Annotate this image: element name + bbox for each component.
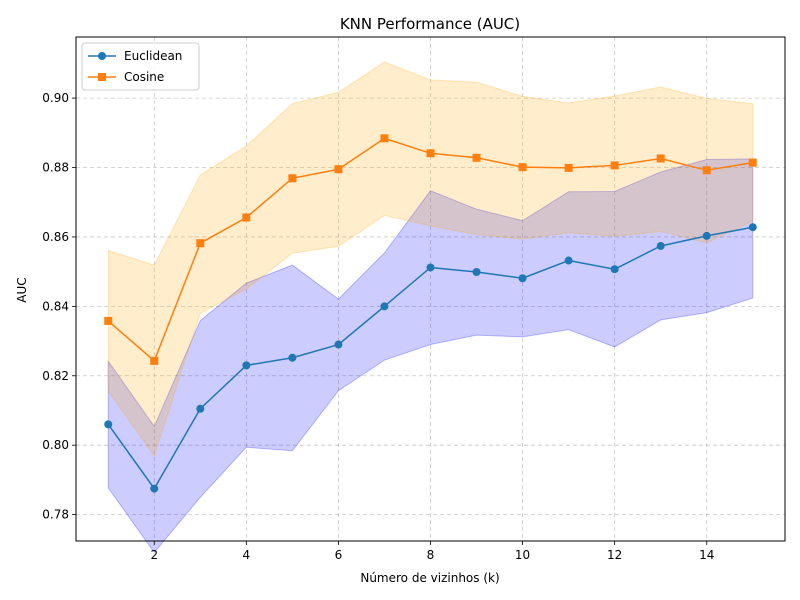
x-tick-label: 10 (515, 548, 530, 562)
cosine-point (196, 239, 205, 248)
euclidean-point (196, 404, 205, 413)
cosine-point (472, 153, 481, 162)
y-axis-label: AUC (15, 277, 29, 302)
x-tick-label: 14 (699, 548, 714, 562)
legend-cosine-marker (98, 73, 106, 81)
legend-cosine-label: Cosine (124, 70, 164, 84)
grid (76, 37, 785, 541)
y-tick-label: 0.80 (42, 438, 69, 452)
cosine-point (380, 134, 389, 143)
x-tick-label: 8 (427, 548, 435, 562)
cosine-point (564, 163, 573, 172)
cosine-point (610, 161, 619, 170)
legend-euclidean-marker (98, 52, 106, 60)
y-tick-label: 0.84 (42, 299, 69, 313)
cosine-point (518, 163, 527, 172)
cosine-point (426, 149, 435, 158)
legend-box (81, 42, 200, 91)
euclidean-point (104, 420, 113, 429)
cosine-point (702, 166, 711, 175)
cosine-point (656, 154, 665, 163)
y-tick-label: 0.78 (42, 508, 69, 522)
cosine-point (104, 316, 113, 325)
cosine-point (150, 356, 159, 365)
euclidean-point (518, 274, 527, 283)
y-tick-label: 0.86 (42, 230, 69, 244)
euclidean-point (656, 241, 665, 250)
euclidean-point (426, 263, 435, 272)
euclidean-point (150, 484, 159, 493)
euclidean-point (380, 302, 389, 311)
cosine-point (288, 174, 297, 183)
euclidean-band (107, 158, 754, 554)
x-axis-label: Número de vizinhos (k) (360, 571, 499, 585)
axis-ticks: 2 4 6 8 10 12 14 0.78 0.80 0.82 0.84 0.86 0.88 0.90 (42, 91, 714, 562)
series-markers (104, 134, 757, 493)
legend: Euclidean Cosine (81, 42, 200, 91)
y-tick-label: 0.88 (42, 161, 69, 175)
cosine-band (107, 61, 754, 458)
x-tick-label: 2 (150, 548, 158, 562)
x-tick-label: 4 (243, 548, 251, 562)
x-tick-label: 6 (335, 548, 343, 562)
euclidean-point (334, 340, 343, 349)
cosine-point (748, 158, 757, 167)
euclidean-point (748, 223, 757, 232)
chart-title: KNN Performance (AUC) (340, 15, 520, 33)
euclidean-point (242, 361, 251, 370)
euclidean-point (288, 353, 297, 362)
cosine-point (334, 165, 343, 174)
x-tick-label: 12 (607, 548, 622, 562)
y-tick-label: 0.82 (42, 369, 69, 383)
euclidean-point (610, 265, 619, 274)
euclidean-point (472, 267, 481, 276)
legend-euclidean-label: Euclidean (124, 49, 182, 63)
cosine-point (242, 213, 251, 222)
y-tick-label: 0.90 (42, 91, 69, 105)
euclidean-point (702, 231, 711, 240)
euclidean-point (564, 256, 573, 265)
confidence-bands (107, 61, 754, 554)
